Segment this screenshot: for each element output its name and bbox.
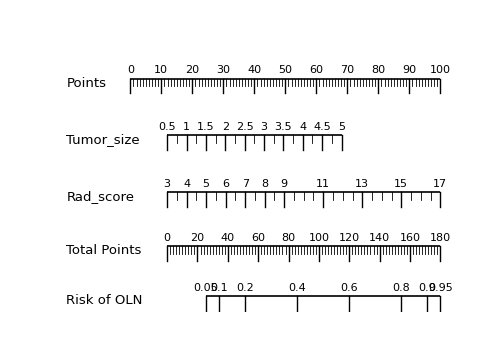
Text: 3: 3 (164, 179, 170, 189)
Text: 40: 40 (248, 65, 262, 75)
Text: 5: 5 (338, 122, 345, 132)
Text: 60: 60 (310, 65, 324, 75)
Text: 0: 0 (164, 233, 170, 243)
Text: 140: 140 (369, 233, 390, 243)
Text: 20: 20 (190, 233, 204, 243)
Text: 80: 80 (282, 233, 296, 243)
Text: 4.5: 4.5 (313, 122, 331, 132)
Text: Risk of OLN: Risk of OLN (66, 294, 143, 307)
Text: 2.5: 2.5 (236, 122, 254, 132)
Text: Total Points: Total Points (66, 244, 142, 257)
Text: 9: 9 (280, 179, 288, 189)
Text: 30: 30 (216, 65, 230, 75)
Text: 0.2: 0.2 (236, 283, 254, 293)
Text: 3: 3 (260, 122, 268, 132)
Text: 10: 10 (154, 65, 168, 75)
Text: 17: 17 (433, 179, 448, 189)
Text: 40: 40 (221, 233, 235, 243)
Text: 0.9: 0.9 (418, 283, 436, 293)
Text: 0.95: 0.95 (428, 283, 452, 293)
Text: 180: 180 (430, 233, 451, 243)
Text: 7: 7 (242, 179, 248, 189)
Text: 0.6: 0.6 (340, 283, 358, 293)
Text: 15: 15 (394, 179, 408, 189)
Text: 11: 11 (316, 179, 330, 189)
Text: 1: 1 (183, 122, 190, 132)
Text: 6: 6 (222, 179, 229, 189)
Text: 70: 70 (340, 65, 354, 75)
Text: 0.05: 0.05 (194, 283, 218, 293)
Text: 60: 60 (251, 233, 265, 243)
Text: 13: 13 (356, 179, 370, 189)
Text: 0.4: 0.4 (288, 283, 306, 293)
Text: Tumor_size: Tumor_size (66, 133, 140, 146)
Text: 120: 120 (338, 233, 360, 243)
Text: 0.5: 0.5 (158, 122, 176, 132)
Text: 0.8: 0.8 (392, 283, 410, 293)
Text: 20: 20 (185, 65, 200, 75)
Text: 8: 8 (261, 179, 268, 189)
Text: 5: 5 (202, 179, 209, 189)
Text: 80: 80 (372, 65, 386, 75)
Text: 2: 2 (222, 122, 229, 132)
Text: 50: 50 (278, 65, 292, 75)
Text: 4: 4 (299, 122, 306, 132)
Text: 0.1: 0.1 (210, 283, 228, 293)
Text: 160: 160 (400, 233, 420, 243)
Text: 0: 0 (127, 65, 134, 75)
Text: 100: 100 (308, 233, 330, 243)
Text: 4: 4 (183, 179, 190, 189)
Text: 3.5: 3.5 (274, 122, 292, 132)
Text: 100: 100 (430, 65, 451, 75)
Text: Rad_score: Rad_score (66, 190, 134, 203)
Text: 90: 90 (402, 65, 416, 75)
Text: Points: Points (66, 77, 106, 90)
Text: 1.5: 1.5 (197, 122, 214, 132)
